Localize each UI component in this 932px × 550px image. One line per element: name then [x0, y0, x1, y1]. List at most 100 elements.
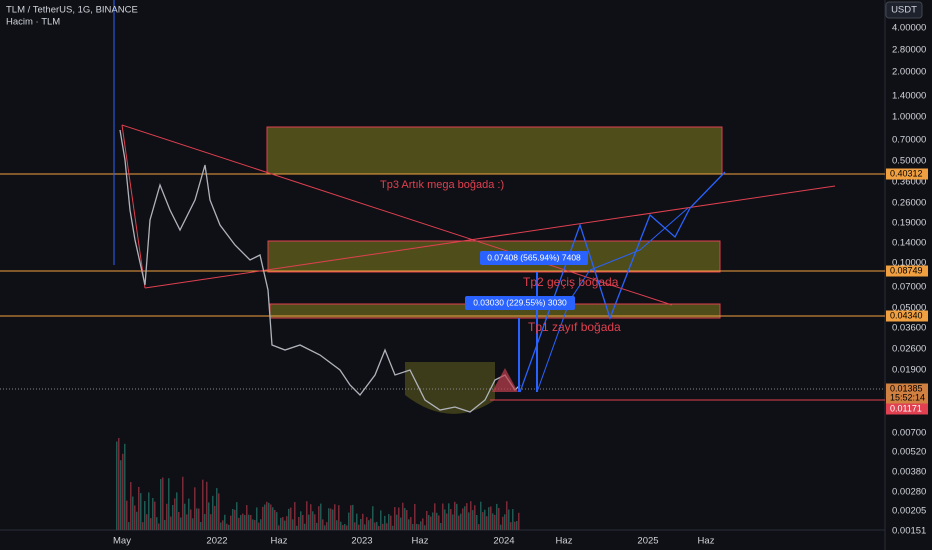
volume-bar: [508, 509, 510, 530]
volume-bar: [186, 514, 188, 530]
volume-bar: [502, 516, 504, 530]
volume-bar: [332, 509, 334, 530]
volume-bar: [370, 518, 372, 530]
volume-bar: [130, 482, 132, 530]
volume-bar: [436, 512, 438, 530]
volume-bar: [122, 453, 124, 530]
volume-bar: [120, 460, 122, 530]
volume-bar: [248, 514, 250, 530]
volume-bar: [328, 508, 330, 530]
volume-bar: [164, 519, 166, 530]
volume-bar: [276, 512, 278, 530]
volume-bar: [506, 501, 508, 530]
volume-bar: [146, 514, 148, 530]
volume-bar: [478, 524, 480, 530]
volume-bar: [432, 512, 434, 530]
time-tick-label: 2022: [206, 536, 227, 547]
volume-bar: [206, 481, 208, 530]
volume-bar: [360, 519, 362, 530]
volume-bar: [152, 497, 154, 530]
volume-bar: [270, 504, 272, 530]
volume-bar: [160, 479, 162, 530]
volume-bar: [142, 522, 144, 530]
volume-bar: [452, 514, 454, 530]
volume-bar: [338, 505, 340, 530]
cup-zone: [405, 362, 495, 414]
price-tag-label: 0.40312: [890, 168, 923, 178]
projection: [519, 171, 726, 393]
volume-bar: [132, 496, 134, 530]
volume-bar: [362, 513, 364, 530]
volume-bar: [372, 506, 374, 530]
volume-bar: [220, 522, 222, 530]
volume-bar: [336, 520, 338, 530]
volume-bar: [224, 514, 226, 530]
volume-bar: [438, 515, 440, 530]
volume-bar: [150, 518, 152, 530]
volume-bar: [480, 501, 482, 530]
volume-bar: [182, 476, 184, 530]
volume-bar: [274, 509, 276, 530]
volume-bar: [290, 507, 292, 530]
currency-box[interactable]: [885, 1, 923, 19]
target-zone: [266, 126, 723, 175]
volume-bar: [468, 512, 470, 530]
price-tick-label: 0.03600: [892, 323, 926, 334]
volume-bar: [192, 518, 194, 530]
volume-bar: [168, 478, 170, 530]
price-tag-label: 0.04340: [890, 310, 923, 320]
volume-bar: [390, 515, 392, 530]
price-tick-label: 0.00205: [892, 506, 926, 517]
volume-bar: [214, 505, 216, 530]
volume-bar: [382, 523, 384, 530]
volume-bar: [414, 503, 416, 530]
volume-bar: [252, 519, 254, 530]
volume-bar: [302, 514, 304, 530]
volume-bar: [258, 522, 260, 530]
volume-bar: [308, 514, 310, 530]
price-tag: [886, 265, 928, 277]
volume-bar: [180, 517, 182, 530]
volume-bar: [212, 495, 214, 530]
price-tick-label: 1.40000: [892, 91, 926, 102]
time-tick-label: 2025: [637, 536, 658, 547]
price-tick-label: 0.00380: [892, 467, 926, 478]
volume-bar: [346, 525, 348, 530]
volume-bar: [496, 503, 498, 530]
volume-bar: [498, 507, 500, 530]
volume-bar: [446, 513, 448, 530]
volume-bar: [518, 512, 520, 530]
volume-bar: [188, 498, 190, 530]
volume-bar: [384, 515, 386, 530]
volume-bar: [262, 506, 264, 530]
annotation: Tp3 Artık mega boğada :): [380, 179, 504, 191]
volume-bar: [364, 524, 366, 530]
price-tick-label: 0.10000: [892, 258, 926, 269]
currency[interactable]: USDT: [891, 5, 917, 16]
volume-bar: [426, 510, 428, 530]
volume-bar: [250, 515, 252, 530]
volume-bar: [174, 498, 176, 530]
volume-bar: [140, 493, 142, 530]
volume-bar: [412, 524, 414, 530]
volume-bar: [210, 514, 212, 530]
price-tag-label: 0.01171: [890, 403, 922, 413]
volume-bar: [148, 492, 150, 530]
volume-bar: [294, 502, 296, 530]
volume-bar: [476, 514, 478, 530]
volume-bar: [350, 505, 352, 530]
volume-bar: [254, 520, 256, 530]
volume-bar: [482, 512, 484, 530]
volume-bar: [516, 520, 518, 530]
volume-bar: [298, 517, 300, 530]
volume-bar: [176, 492, 178, 530]
volume-bar: [118, 437, 120, 530]
volume-bar: [244, 515, 246, 530]
volume-bar: [472, 510, 474, 530]
volume-bar: [470, 501, 472, 530]
trend-line: [121, 124, 146, 289]
volume-bar: [198, 508, 200, 530]
volume-bar: [178, 511, 180, 530]
